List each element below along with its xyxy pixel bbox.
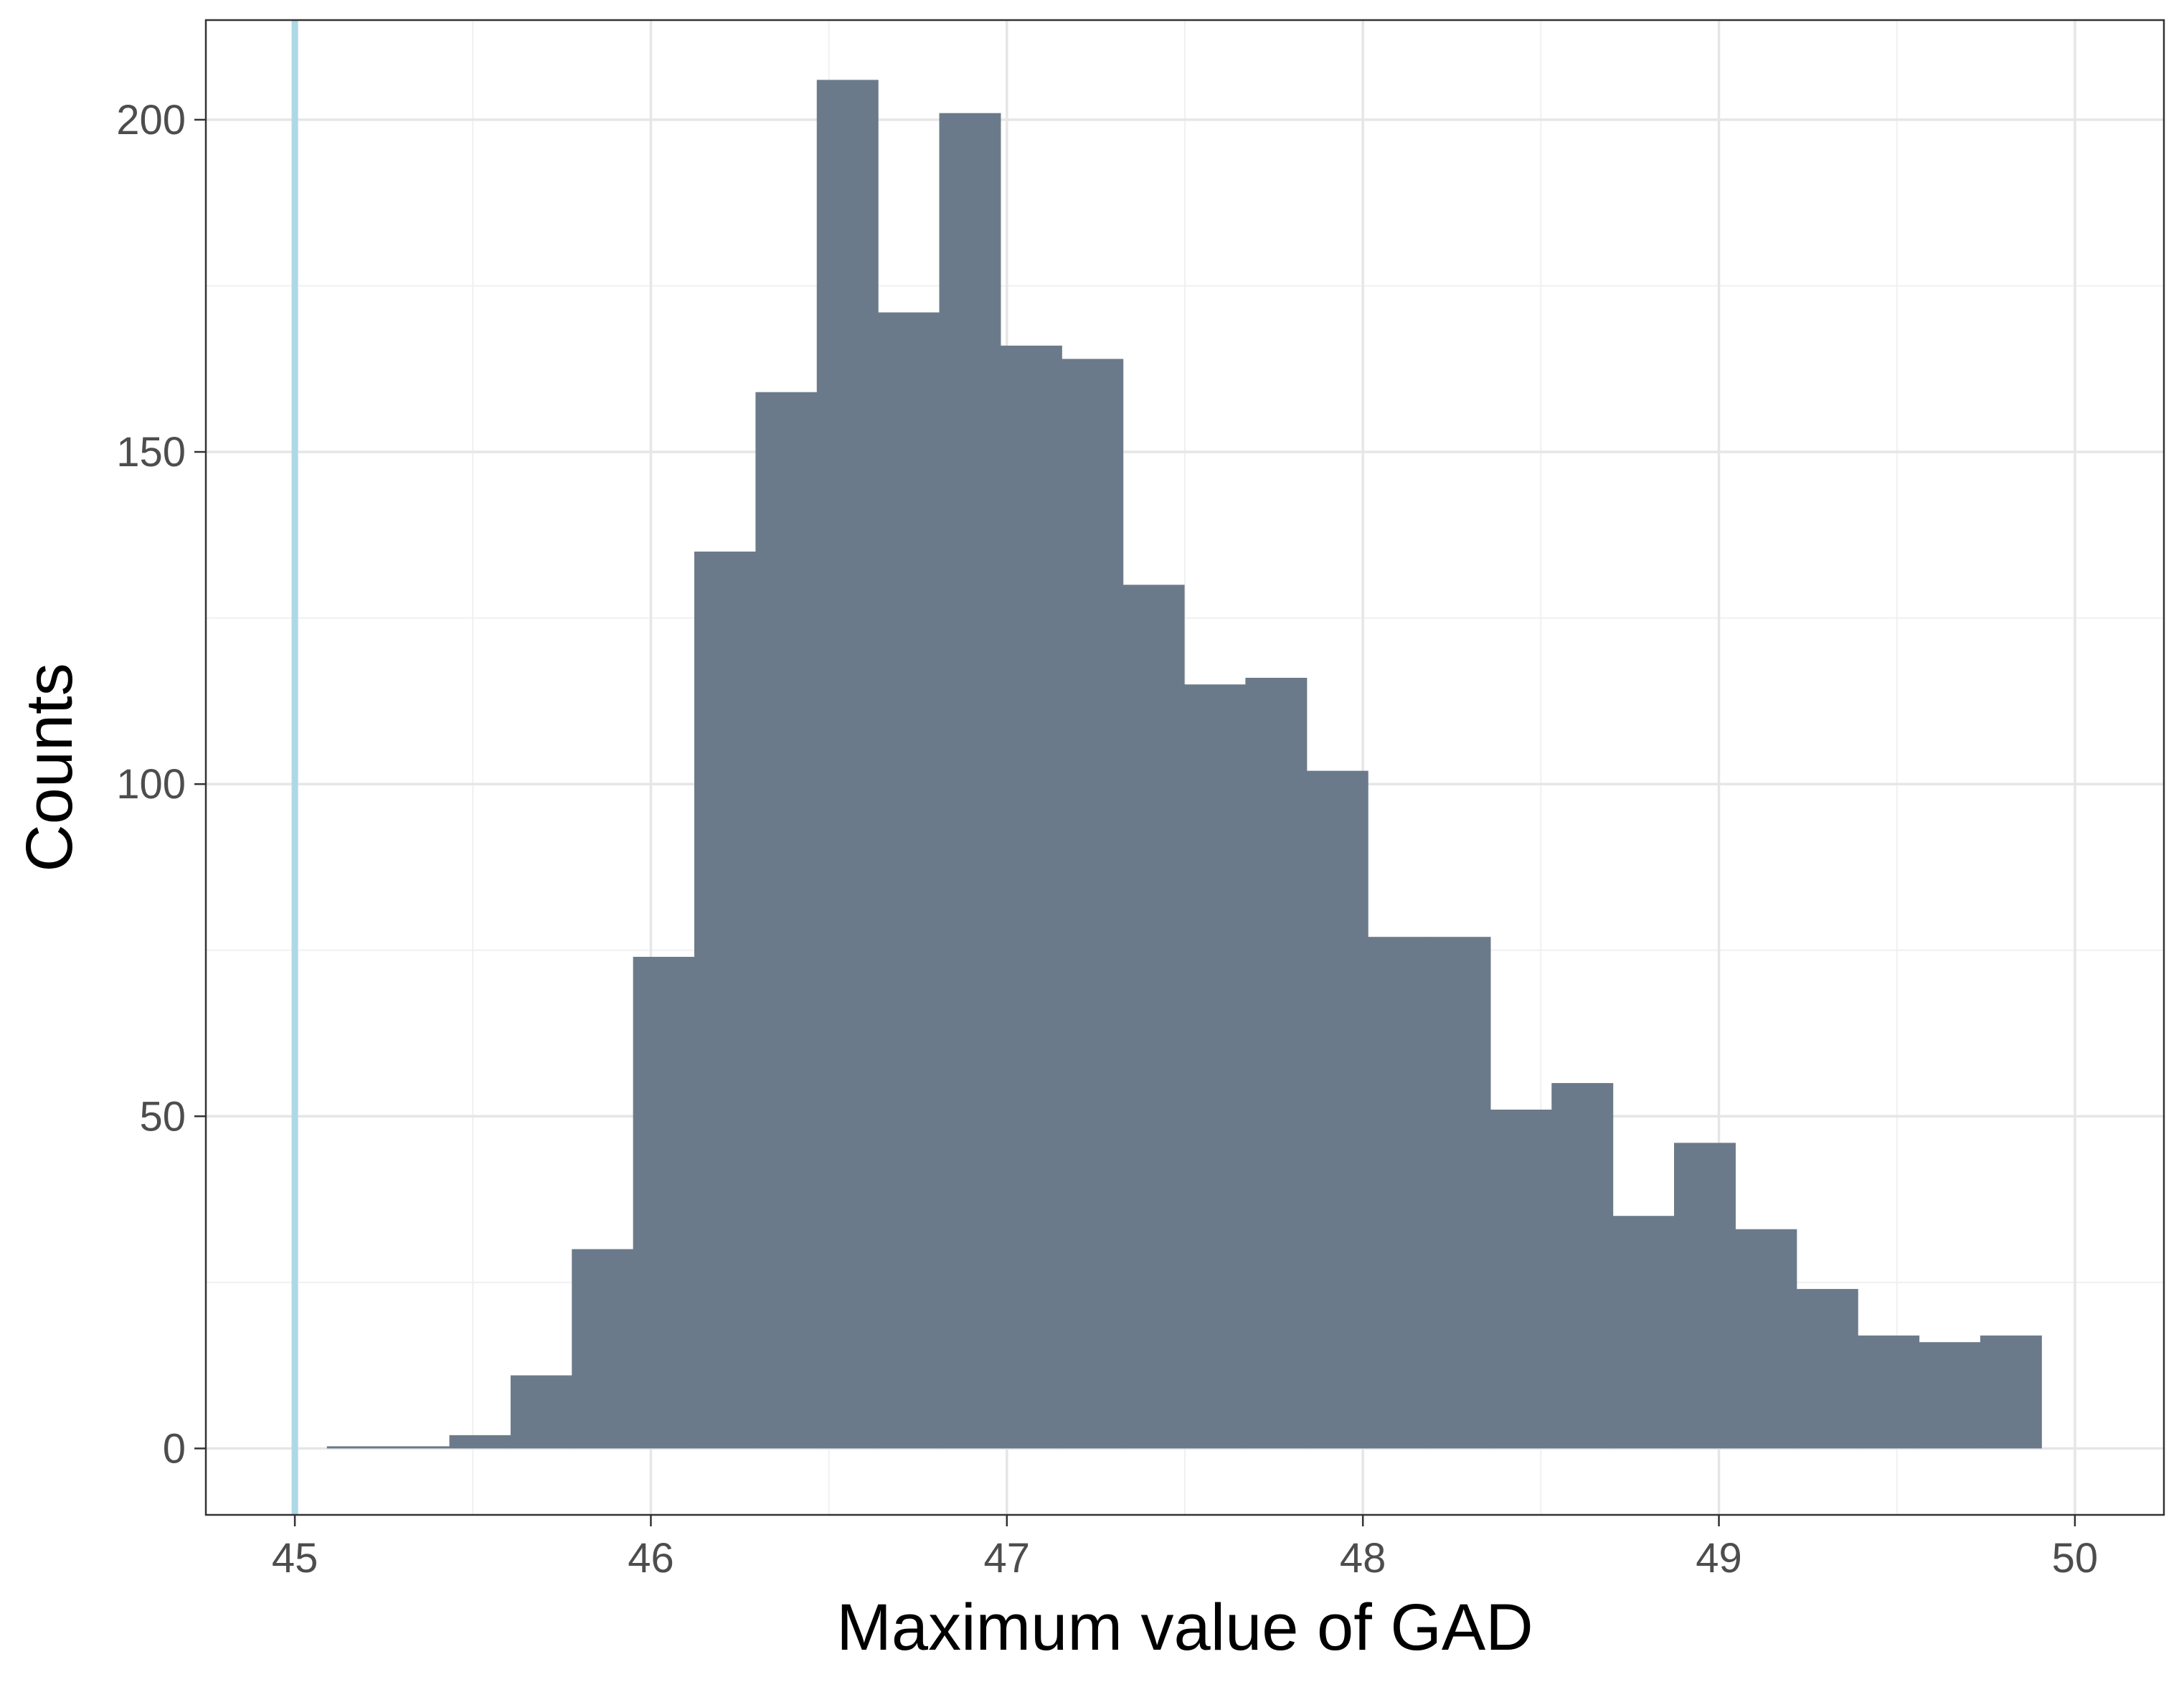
histogram-bar bbox=[1122, 585, 1185, 1449]
x-tick-label: 49 bbox=[1696, 1535, 1742, 1582]
histogram-bar bbox=[572, 1249, 634, 1449]
histogram-bar bbox=[1429, 937, 1491, 1449]
histogram-bars bbox=[326, 80, 2042, 1449]
x-tick-label: 48 bbox=[1340, 1535, 1386, 1582]
histogram-bar bbox=[1184, 684, 1246, 1449]
histogram-bar bbox=[1062, 359, 1124, 1449]
y-tick-label: 100 bbox=[116, 761, 186, 808]
histogram-bar bbox=[1980, 1335, 2042, 1449]
x-axis-ticks: 45 46 47 48 49 50 bbox=[272, 1515, 2098, 1582]
histogram-bar bbox=[1306, 770, 1368, 1449]
histogram-bar bbox=[388, 1446, 450, 1449]
histogram-bar bbox=[1919, 1342, 1981, 1449]
histogram-bar bbox=[510, 1375, 572, 1449]
histogram-bar bbox=[878, 312, 940, 1449]
histogram-bar bbox=[1674, 1143, 1736, 1449]
x-tick-label: 47 bbox=[984, 1535, 1031, 1582]
histogram-bar bbox=[1368, 937, 1430, 1449]
histogram-bar bbox=[755, 392, 818, 1449]
histogram-bar bbox=[1796, 1289, 1858, 1449]
histogram-bar bbox=[1735, 1229, 1797, 1449]
histogram-bar bbox=[449, 1435, 511, 1449]
panel-border bbox=[204, 19, 2165, 1516]
histogram-bar bbox=[1490, 1110, 1552, 1449]
histogram-bar bbox=[939, 113, 1001, 1449]
histogram-bar bbox=[1551, 1082, 1614, 1449]
x-axis-title: Maximum value of GAD bbox=[836, 1591, 1533, 1664]
y-tick-label: 200 bbox=[116, 97, 186, 143]
x-tick-label: 45 bbox=[272, 1535, 318, 1582]
histogram-bar bbox=[1858, 1335, 1920, 1449]
y-tick-label: 0 bbox=[163, 1425, 186, 1472]
y-tick-label: 50 bbox=[139, 1093, 186, 1140]
histogram-bar bbox=[1612, 1216, 1675, 1449]
y-axis-title: Counts bbox=[13, 663, 86, 872]
y-axis-ticks: 0 50 100 150 200 bbox=[116, 97, 206, 1472]
histogram-bar bbox=[633, 956, 695, 1449]
histogram-bar bbox=[1245, 677, 1308, 1449]
histogram-bar bbox=[1000, 345, 1062, 1449]
histogram-bar bbox=[816, 80, 879, 1449]
x-tick-label: 46 bbox=[628, 1535, 674, 1582]
y-tick-label: 150 bbox=[116, 429, 186, 476]
histogram-bar bbox=[694, 551, 756, 1449]
x-tick-label: 50 bbox=[2052, 1535, 2099, 1582]
histogram-bar bbox=[326, 1446, 389, 1449]
